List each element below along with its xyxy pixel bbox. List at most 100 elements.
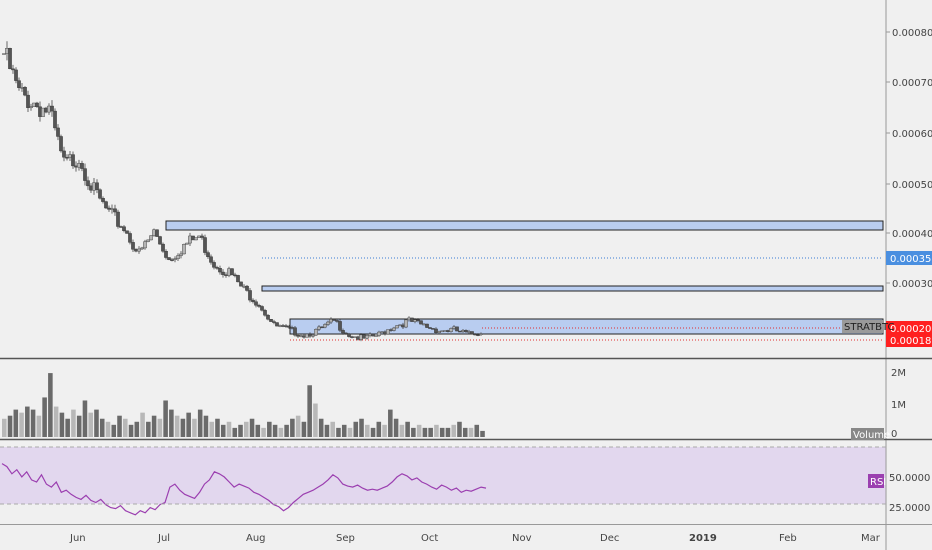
volume-bar xyxy=(336,427,341,437)
volume-bar xyxy=(382,424,387,437)
level-badge-red-2[interactable] xyxy=(886,334,932,347)
volume-bar xyxy=(36,415,42,437)
level-badge-red[interactable] xyxy=(886,321,932,335)
candle-body xyxy=(215,267,219,269)
candle-body xyxy=(173,258,177,260)
volume-bar xyxy=(267,421,272,437)
candle-body xyxy=(401,324,405,328)
volume-bar xyxy=(42,397,47,437)
volume-bar xyxy=(2,418,7,437)
candle-body xyxy=(167,257,171,260)
resistance-zone-middle[interactable] xyxy=(261,285,884,292)
volume-bar xyxy=(53,406,59,437)
candle-body xyxy=(245,285,249,291)
volume-bar xyxy=(353,421,359,437)
volume-bar xyxy=(359,418,364,437)
resistance-zone-upper[interactable] xyxy=(165,220,884,231)
volume-bar xyxy=(451,424,456,437)
level-badge-red-2-text: 0.0001833 xyxy=(890,336,932,347)
candle-body xyxy=(65,157,69,159)
candle-body xyxy=(164,251,168,258)
volume-bar xyxy=(157,418,163,437)
candle-body xyxy=(263,310,267,316)
volume-bar xyxy=(313,403,318,437)
time-tick-label: Feb xyxy=(779,533,797,544)
rsi-axis[interactable]: 50.0000 25.0000 xyxy=(889,473,930,514)
candle-body xyxy=(293,327,297,336)
volume-bar xyxy=(111,424,117,437)
candle-body xyxy=(104,201,108,209)
candle-body xyxy=(38,106,42,117)
candles-group xyxy=(2,41,483,342)
volume-bar xyxy=(324,424,330,437)
candle-body xyxy=(59,136,63,152)
time-tick-label: Jun xyxy=(69,533,86,544)
candle-body xyxy=(377,331,381,336)
candle-body xyxy=(353,336,357,338)
candle-body xyxy=(272,321,276,323)
volume-bar xyxy=(376,421,382,437)
volume-bar xyxy=(186,412,191,437)
volume-bar xyxy=(284,424,289,437)
time-tick-label: Nov xyxy=(512,533,532,544)
candle-body xyxy=(290,327,294,329)
rsi-tick-label: 25.0000 xyxy=(889,503,930,514)
candle-body xyxy=(386,329,390,335)
level-badge-blue[interactable] xyxy=(886,251,932,265)
candle-body xyxy=(200,235,204,238)
volume-bar xyxy=(393,418,399,437)
volume-bar xyxy=(215,418,220,437)
volume-bars-group xyxy=(2,373,485,437)
price-axis[interactable]: 0.0008000 0.0007000 0.0006000 0.0005000 … xyxy=(886,28,932,290)
time-tick-label: Dec xyxy=(600,533,619,544)
candle-body xyxy=(434,328,438,334)
volume-bar xyxy=(123,418,128,437)
candle-body xyxy=(407,317,411,321)
candle-body xyxy=(314,329,318,336)
candle-body xyxy=(185,242,189,245)
candle-body xyxy=(50,105,54,112)
candle-body xyxy=(233,274,237,277)
candle-body xyxy=(452,326,456,329)
time-axis[interactable]: Jun Jul Aug Sep Oct Nov Dec 2019 Feb Mar xyxy=(69,533,881,544)
volume-bar xyxy=(370,427,376,437)
volume-bar xyxy=(59,412,65,437)
volume-bar xyxy=(439,427,445,437)
candle-body xyxy=(389,329,393,331)
candle-body xyxy=(221,271,225,275)
candle-body xyxy=(131,242,135,250)
candle-body xyxy=(278,325,282,327)
volume-bar xyxy=(301,421,307,437)
volume-bar xyxy=(220,424,226,437)
candle-body xyxy=(461,330,465,332)
volume-bar xyxy=(13,409,19,437)
volume-axis[interactable]: 2M 1M 0 xyxy=(891,368,906,440)
candle-body xyxy=(155,229,159,237)
candle-body xyxy=(14,69,18,81)
time-tick-label: Oct xyxy=(421,533,438,544)
candle-body xyxy=(311,334,315,337)
candle-body xyxy=(467,331,471,333)
candle-body xyxy=(257,305,261,307)
candle-body xyxy=(281,325,285,327)
candle-body xyxy=(89,185,93,191)
volume-bar xyxy=(399,424,405,437)
volume-bar xyxy=(330,421,335,437)
volume-bar xyxy=(169,409,174,437)
volume-bar xyxy=(295,415,301,437)
candle-body xyxy=(413,319,417,322)
candle-body xyxy=(344,332,348,335)
candle-body xyxy=(254,301,258,306)
candle-body xyxy=(161,243,165,252)
candle-body xyxy=(464,330,468,333)
candle-body xyxy=(170,259,174,261)
candle-body xyxy=(251,299,255,302)
rsi-tick-label: 50.0000 xyxy=(889,473,930,484)
candle-body xyxy=(410,317,414,322)
volume-bar xyxy=(88,412,93,437)
candle-body xyxy=(242,285,246,288)
volume-bar xyxy=(416,424,422,437)
candle-body xyxy=(92,182,96,191)
candle-body xyxy=(308,333,312,337)
candle-body xyxy=(11,68,15,71)
